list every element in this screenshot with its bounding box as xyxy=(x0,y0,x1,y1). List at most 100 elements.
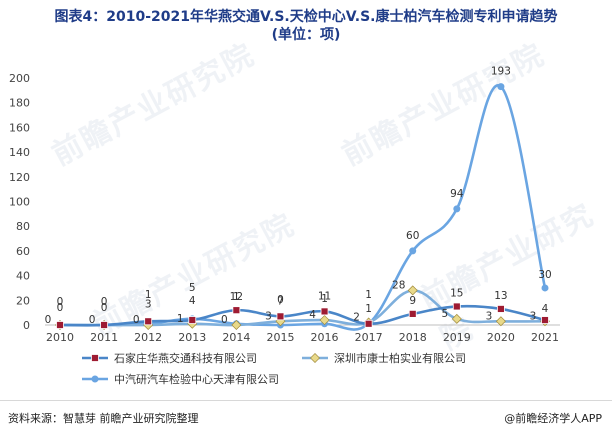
data-label: 0 xyxy=(133,314,140,326)
data-label: 5 xyxy=(441,308,448,320)
data-label: 0 xyxy=(57,302,64,314)
data-label: 13 xyxy=(494,290,507,302)
data-label: 0 xyxy=(277,294,284,306)
x-tick-label: 2021 xyxy=(531,331,559,344)
y-tick-label: 20 xyxy=(16,294,30,307)
data-label: 30 xyxy=(538,269,551,281)
data-label: 7 xyxy=(277,295,284,307)
x-tick-label: 2015 xyxy=(266,331,294,344)
data-label: 11 xyxy=(318,290,331,302)
data-label: 1 xyxy=(365,303,372,315)
x-tick-label: 2018 xyxy=(399,331,427,344)
y-tick-label: 120 xyxy=(9,171,30,184)
x-tick-label: 2019 xyxy=(443,331,471,344)
data-label: 1 xyxy=(145,289,152,301)
source-note: 资料来源：智慧芽 前瞻产业研究院整理 xyxy=(8,412,199,425)
series-layer xyxy=(55,83,550,331)
x-tick-label: 2010 xyxy=(46,331,74,344)
credit-note: @前瞻经济学人APP xyxy=(504,412,602,425)
data-label: 1 xyxy=(365,289,372,301)
y-tick-label: 140 xyxy=(9,146,30,159)
data-label: 5 xyxy=(189,282,196,294)
data-label: 1 xyxy=(233,291,240,303)
data-label: 28 xyxy=(392,279,405,291)
data-label: 60 xyxy=(406,230,419,242)
series-1-point xyxy=(495,316,506,327)
x-tick-label: 2014 xyxy=(222,331,250,344)
series-0-point xyxy=(144,317,153,326)
series-0-point xyxy=(56,321,64,329)
data-label: 94 xyxy=(450,188,464,200)
series-0-point xyxy=(276,312,285,321)
series-0-point xyxy=(364,319,373,328)
x-tick-label: 2013 xyxy=(178,331,206,344)
legend-item-0: 石家庄华燕交通科技有限公司 xyxy=(82,351,257,365)
series-2-point xyxy=(541,284,549,292)
legend-swatch-marker xyxy=(91,375,99,383)
data-label: 3 xyxy=(145,298,152,310)
x-tick-label: 2016 xyxy=(311,331,339,344)
y-tick-label: 0 xyxy=(23,319,30,332)
y-tick-label: 160 xyxy=(9,121,30,134)
series-0-point xyxy=(232,306,241,315)
data-label: 4 xyxy=(309,309,316,321)
y-tick-label: 200 xyxy=(9,72,30,85)
legend-swatch-marker xyxy=(310,353,320,363)
chart-title-line1: 图表4：2010-2021年华燕交通V.S.天检中心V.S.康士柏汽车检测专利申… xyxy=(54,9,558,25)
series-0-point xyxy=(188,316,197,324)
chart-title-line2: (单位：项) xyxy=(271,27,341,43)
data-label: 0 xyxy=(221,314,228,326)
data-label: 0 xyxy=(89,314,96,326)
series-2-point xyxy=(453,205,461,213)
data-label: 1 xyxy=(321,293,328,305)
data-label: 1 xyxy=(177,313,184,325)
data-label: 0 xyxy=(45,314,52,326)
legend-item-1: 深圳市康士柏实业有限公司 xyxy=(302,351,466,365)
x-tick-label: 2020 xyxy=(487,331,515,344)
chart-title: 图表4：2010-2021年华燕交通V.S.天检中心V.S.康士柏汽车检测专利申… xyxy=(0,8,612,44)
data-label: 3 xyxy=(486,310,493,322)
legend-label: 深圳市康士柏实业有限公司 xyxy=(334,351,466,365)
footer-divider xyxy=(0,400,612,401)
y-tick-label: 40 xyxy=(16,270,30,283)
legend-label: 石家庄华燕交通科技有限公司 xyxy=(114,351,257,365)
series-1-point xyxy=(451,313,462,324)
series-0-point xyxy=(497,305,505,313)
data-label: 9 xyxy=(409,295,416,307)
data-label: 3 xyxy=(265,310,272,322)
series-1-point xyxy=(319,315,330,326)
x-tick-label: 2011 xyxy=(90,331,118,344)
x-tick-label: 2012 xyxy=(134,331,162,344)
y-tick-label: 80 xyxy=(16,220,30,233)
series-0-point xyxy=(408,309,417,318)
y-tick-label: 180 xyxy=(9,97,30,110)
data-label: 0 xyxy=(57,296,64,308)
data-label: 4 xyxy=(189,295,196,307)
series-2-point xyxy=(497,83,505,91)
series-1-point xyxy=(231,320,242,330)
data-label: 12 xyxy=(230,291,243,303)
series-1-point xyxy=(407,285,418,296)
series-0-point xyxy=(452,302,461,311)
series-0-point xyxy=(100,321,108,329)
series-line-2 xyxy=(58,84,547,331)
y-tick-label: 60 xyxy=(16,245,30,258)
series-0-point xyxy=(320,307,329,316)
y-tick-label: 100 xyxy=(9,196,30,209)
x-tick-label: 2017 xyxy=(355,331,383,344)
legend-label: 中汽研汽车检验中心天津有限公司 xyxy=(114,372,279,386)
data-label: 0 xyxy=(101,302,108,314)
data-label: 3 xyxy=(530,310,537,322)
data-label: 2 xyxy=(353,312,360,324)
legend-item-2: 中汽研汽车检验中心天津有限公司 xyxy=(82,372,279,386)
data-label: 193 xyxy=(491,66,511,78)
data-label: 4 xyxy=(542,303,549,315)
data-label: 15 xyxy=(450,287,463,299)
series-2-point xyxy=(409,247,417,255)
data-label: 0 xyxy=(101,296,108,308)
legend-swatch-marker xyxy=(91,354,99,362)
